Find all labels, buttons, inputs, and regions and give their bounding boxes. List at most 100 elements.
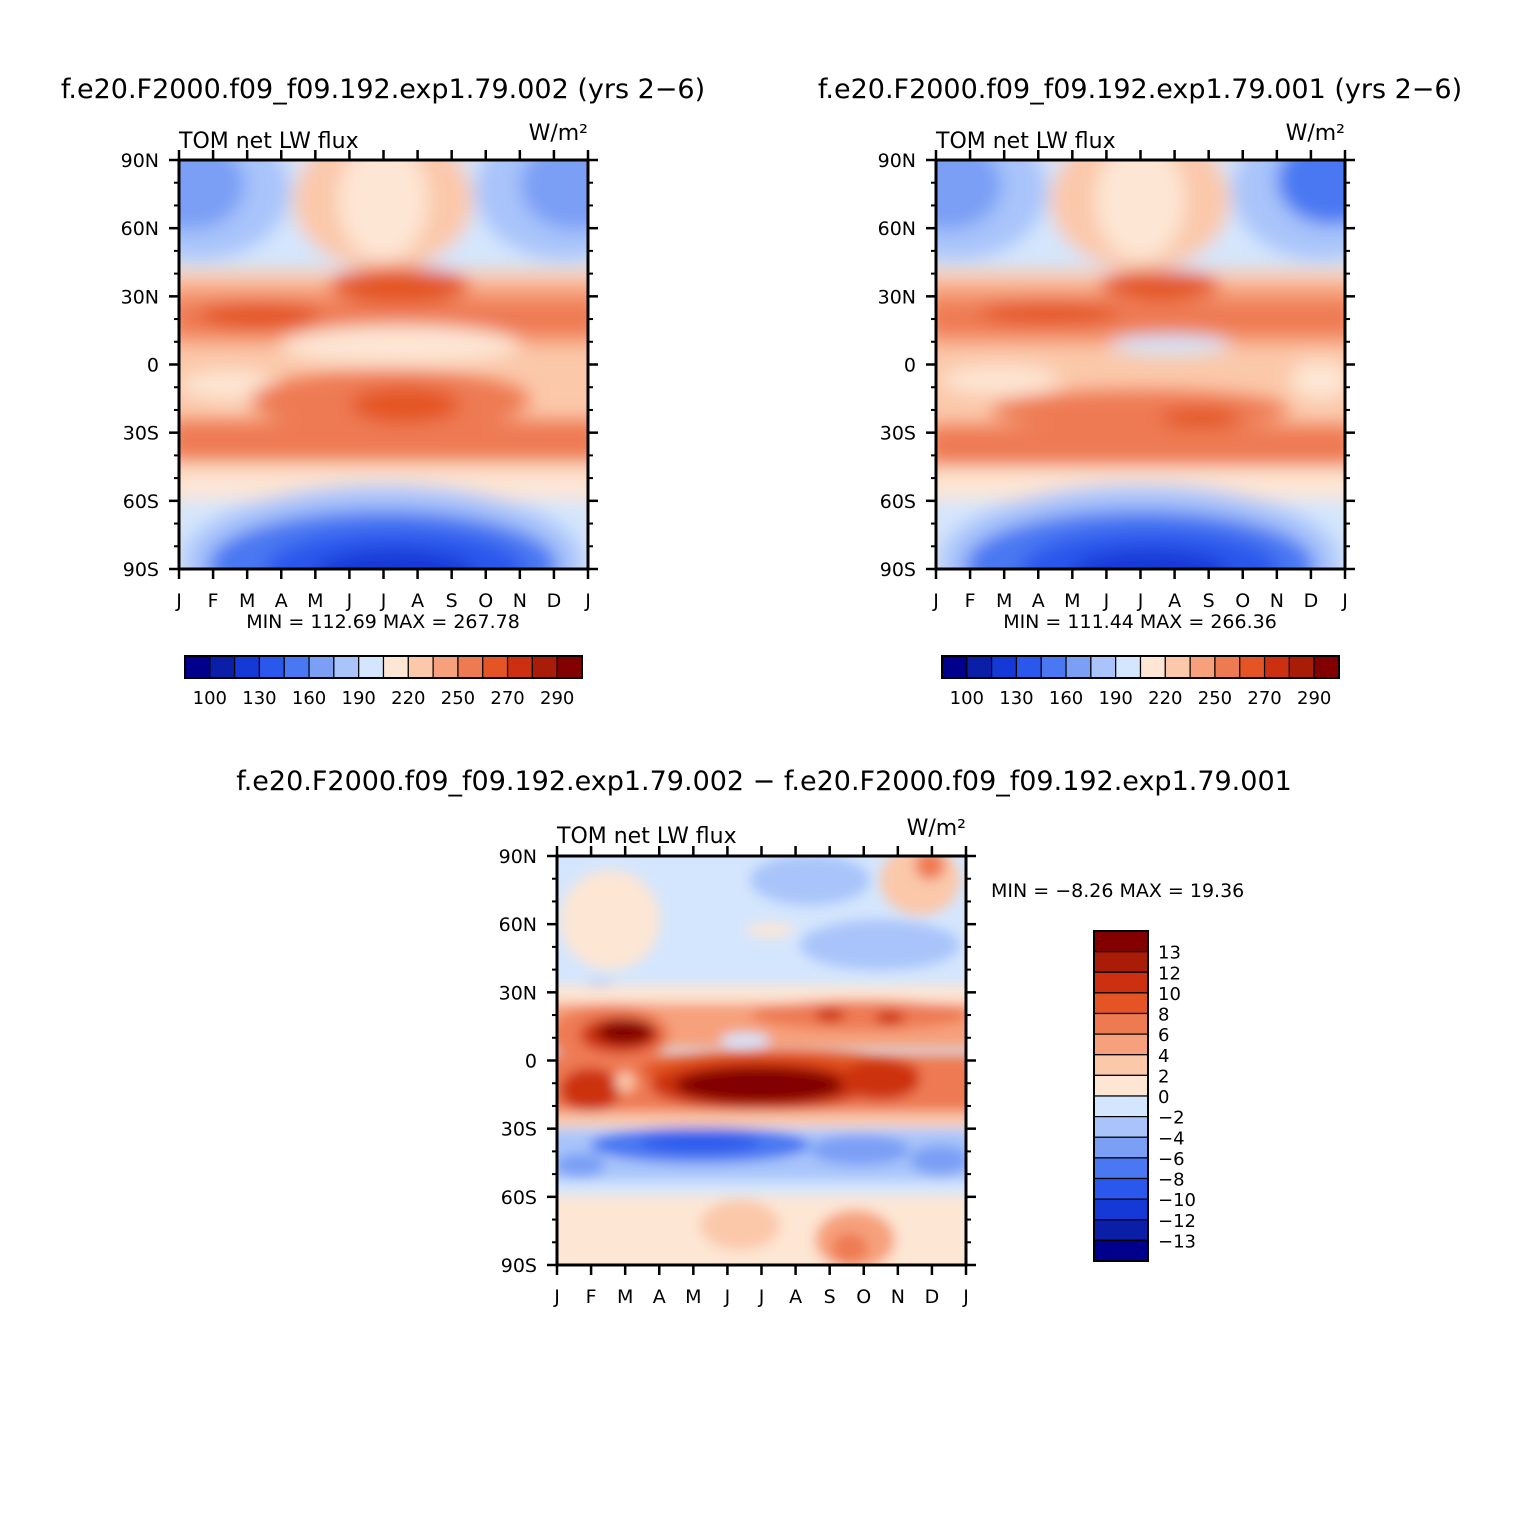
x-tick-label: J (584, 590, 591, 612)
x-tick-label: N (513, 590, 527, 612)
colorbar-swatch (1115, 655, 1142, 679)
x-tick-label: M (617, 1286, 633, 1308)
panel-diff-field-label: TOM net LW flux (556, 824, 737, 849)
x-tick-label: A (1168, 590, 1181, 612)
x-tick-label: M (1064, 590, 1080, 612)
y-tick-label: 90S (501, 1255, 537, 1277)
x-tick-label: J (1137, 590, 1144, 612)
colorbar-label: 160 (1049, 688, 1083, 709)
x-tick-label: D (547, 590, 562, 612)
y-tick-label: 0 (147, 355, 159, 377)
x-tick-label: D (925, 1286, 940, 1308)
colorbar-swatch (991, 655, 1018, 679)
y-tick-label: 90S (880, 559, 916, 581)
x-tick-label: M (307, 590, 323, 612)
x-tick-label: J (346, 590, 353, 612)
panel-exp002: f.e20.F2000.f09_f09.192.exp1.79.002 (yrs… (61, 74, 705, 709)
colorbar-swatch (1090, 655, 1117, 679)
colorbar-swatch (1065, 655, 1092, 679)
x-tick-label: M (685, 1286, 701, 1308)
panel-diff-minmax: MIN = −8.26 MAX = 19.36 (991, 880, 1244, 902)
colorbar-swatch (1093, 971, 1149, 994)
colorbar-swatch (1093, 992, 1149, 1015)
colorbar-swatch (1093, 1219, 1149, 1241)
colorbar-label: 190 (1099, 688, 1133, 709)
colorbar-swatch (1093, 930, 1149, 953)
panel-exp001-field-label: TOM net LW flux (935, 129, 1116, 154)
x-tick-label: J (175, 590, 182, 612)
colorbar-label: −10 (1158, 1190, 1196, 1211)
colorbar-swatch (1093, 951, 1149, 973)
y-tick-label: 30N (121, 286, 159, 308)
y-tick-label: 30N (878, 286, 916, 308)
colorbar-swatch (1093, 1157, 1149, 1180)
y-tick-label: 30N (499, 982, 537, 1004)
y-tick-label: 60N (121, 218, 159, 240)
y-tick-label: 90S (123, 559, 159, 581)
x-tick-label: O (478, 590, 493, 612)
colorbar-swatch (1093, 1136, 1149, 1159)
colorbar-label: 220 (1148, 688, 1182, 709)
y-tick-label: 60S (123, 491, 159, 513)
x-tick-label: J (1103, 590, 1110, 612)
panel-exp001: f.e20.F2000.f09_f09.192.exp1.79.001 (yrs… (818, 74, 1462, 709)
x-tick-label: J (1341, 590, 1348, 612)
panel-exp002-heatmap (179, 160, 588, 569)
colorbar-swatch (1093, 1177, 1149, 1200)
y-tick-label: 90N (499, 846, 537, 868)
colorbar-label: 0 (1158, 1087, 1169, 1108)
colorbar-frame (1093, 930, 1149, 1262)
colorbar-swatch (407, 655, 434, 679)
panel-exp001-colorbar: 100 130 160 190 220 250 270 290 (941, 655, 1340, 709)
y-tick-label: 90N (878, 150, 916, 172)
y-tick-label: 30S (880, 423, 916, 445)
panel-exp002-title: f.e20.F2000.f09_f09.192.exp1.79.002 (yrs… (61, 74, 705, 105)
panel-exp001-units: W/m² (1286, 121, 1345, 146)
colorbar-label: 100 (193, 688, 227, 709)
colorbar-swatch (184, 655, 211, 679)
colorbar-swatch (1313, 655, 1340, 679)
colorbar-swatch (308, 655, 335, 679)
panel-exp001-minmax: MIN = 111.44 MAX = 266.36 (1003, 611, 1277, 633)
colorbar-swatch (358, 655, 385, 679)
y-tick-label: 60S (880, 491, 916, 513)
y-tick-label: 0 (525, 1051, 537, 1073)
colorbar-swatch (506, 655, 533, 679)
x-tick-label: N (1270, 590, 1284, 612)
x-tick-label: J (553, 1286, 560, 1308)
colorbar-label: 220 (391, 688, 425, 709)
colorbar-swatch (1093, 1033, 1149, 1056)
colorbar-swatch (1093, 1239, 1149, 1262)
colorbar-swatch (1139, 655, 1166, 679)
panel-exp001-heatmap (936, 160, 1345, 569)
y-tick-label: 60N (499, 914, 537, 936)
colorbar-swatch (1093, 1116, 1149, 1138)
colorbar-swatch (941, 655, 968, 679)
colorbar-label: 270 (490, 688, 524, 709)
colorbar-swatch (1263, 655, 1290, 679)
colorbar-swatch (432, 655, 459, 679)
x-tick-label: F (586, 1286, 597, 1308)
panel-diff-units: W/m² (907, 816, 966, 841)
colorbar-swatch (209, 655, 236, 679)
colorbar-swatch (1239, 655, 1266, 679)
x-tick-label: A (1032, 590, 1045, 612)
panel-diff: f.e20.F2000.f09_f09.192.exp1.79.002 − f.… (236, 766, 1292, 1308)
colorbar-label: 130 (242, 688, 276, 709)
colorbar-label: 160 (292, 688, 326, 709)
panel-exp002-units: W/m² (529, 121, 588, 146)
x-tick-label: A (789, 1286, 802, 1308)
panel-diff-title: f.e20.F2000.f09_f09.192.exp1.79.002 − f.… (236, 766, 1292, 797)
x-tick-label: S (1203, 590, 1215, 612)
x-tick-label: N (891, 1286, 905, 1308)
x-tick-label: S (446, 590, 458, 612)
panel-exp002-field-label: TOM net LW flux (178, 129, 359, 154)
colorbar-label: 100 (950, 688, 984, 709)
colorbar-swatch (531, 655, 558, 679)
y-tick-label: 30S (501, 1119, 537, 1141)
x-tick-label: J (724, 1286, 731, 1308)
colorbar-swatch (234, 655, 261, 679)
